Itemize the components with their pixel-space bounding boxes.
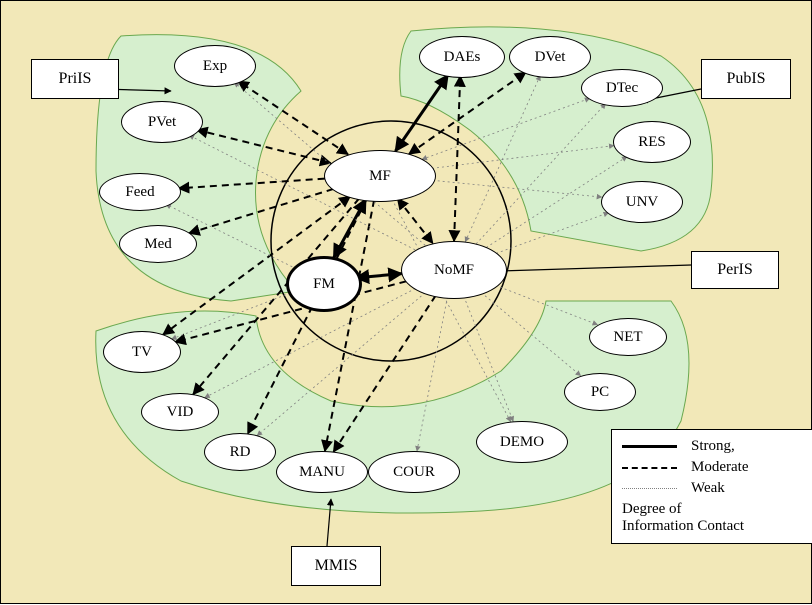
edge-MF-MANU: [325, 200, 374, 451]
node-label-RD: RD: [230, 444, 251, 461]
node-TV: TV: [103, 331, 181, 373]
node-label-MANU: MANU: [299, 464, 345, 481]
node-FM: FM: [286, 256, 362, 312]
edge-MF-DVet: [409, 72, 526, 154]
node-label-DVet: DVet: [535, 49, 566, 66]
edge-FM-NoMF: [356, 274, 402, 278]
node-label-MF: MF: [369, 168, 391, 185]
edge-FM-MF: [334, 199, 366, 257]
node-label-UNV: UNV: [626, 194, 659, 211]
node-UNV: UNV: [601, 181, 683, 223]
node-PVet: PVet: [121, 101, 203, 143]
legend-row-strong: Strong,: [622, 438, 810, 455]
node-DTec: DTec: [581, 69, 663, 107]
legend-caption-2: Information Contact: [622, 518, 810, 535]
edge-NoMF-DVet: [465, 76, 540, 242]
node-VID: VID: [141, 393, 219, 431]
legend-caption-1: Degree of: [622, 501, 810, 518]
edge-MF-NoMF: [398, 199, 433, 244]
edge-MF-RD: [248, 199, 367, 433]
node-Exp: Exp: [174, 45, 256, 87]
node-label-DEMO: DEMO: [500, 434, 544, 451]
node-Med: Med: [119, 225, 197, 263]
node-label-PC: PC: [591, 384, 609, 401]
node-label-Med: Med: [144, 236, 172, 253]
edge-NoMF-PC: [481, 293, 580, 376]
node-label-NoMF: NoMF: [434, 262, 474, 279]
node-label-NET: NET: [613, 329, 642, 346]
legend-line-moderate: [622, 467, 677, 469]
edge-MF-DTec: [422, 98, 590, 159]
edge-NoMF-DAEs: [454, 76, 460, 241]
diagram-stage: MF FM NoMF Exp PVet Feed Med DAEs DVet DTec RES UNV…: [0, 0, 812, 604]
legend-line-weak: [622, 488, 677, 489]
node-RD: RD: [204, 433, 276, 471]
edge-MF-PVet: [197, 130, 331, 163]
pointer-MMIS: [327, 499, 331, 546]
edge-FM-TV: [172, 293, 291, 339]
edge-NoMF-DTec: [476, 104, 606, 244]
node-label-DAEs: DAEs: [444, 49, 481, 66]
edge-MF-DAEs: [395, 75, 447, 151]
node-label-TV: TV: [132, 344, 152, 361]
node-label-VID: VID: [167, 404, 194, 421]
label-PubIS: PubIS: [701, 59, 791, 99]
edge-NoMF-UNV: [496, 213, 608, 254]
node-label-Feed: Feed: [125, 184, 154, 201]
edge-NoMF-COUR: [417, 297, 448, 451]
edge-MF-Exp: [238, 81, 348, 154]
edge-MF-UNV: [433, 180, 602, 197]
label-PriIS: PriIS: [31, 59, 119, 99]
node-MANU: MANU: [276, 451, 368, 493]
edge-MF-Feed: [179, 179, 325, 189]
node-label-Exp: Exp: [203, 58, 227, 75]
edge-NoMF-NET: [495, 285, 597, 324]
node-COUR: COUR: [368, 451, 460, 493]
edge-MF-DEMO: [392, 199, 511, 421]
node-label-PVet: PVet: [148, 114, 176, 131]
node-label-COUR: COUR: [393, 464, 435, 481]
node-label-DTec: DTec: [606, 80, 638, 97]
legend-row-moderate: Moderate: [622, 459, 810, 476]
legend-label-strong: Strong,: [691, 438, 735, 455]
node-DEMO: DEMO: [476, 421, 568, 463]
node-NoMF: NoMF: [401, 241, 507, 299]
node-MF: MF: [324, 150, 436, 202]
legend-box: Strong, Moderate Weak Degree of Informatio…: [611, 429, 812, 544]
legend-line-strong: [622, 445, 677, 448]
legend-label-weak: Weak: [691, 480, 725, 497]
node-DAEs: DAEs: [419, 36, 505, 78]
node-PC: PC: [564, 373, 636, 411]
edge-NoMF-MANU: [334, 295, 436, 451]
edge-NoMF-RD: [257, 293, 425, 436]
node-label-FM: FM: [313, 276, 335, 293]
node-RES: RES: [613, 121, 691, 163]
node-label-RES: RES: [638, 134, 666, 151]
edge-MF-Med: [189, 189, 333, 233]
legend-label-moderate: Moderate: [691, 459, 748, 476]
pointer-PerIS: [499, 265, 691, 271]
legend-row-weak: Weak: [622, 480, 810, 497]
node-DVet: DVet: [509, 36, 591, 78]
edge-MF-RES: [432, 146, 614, 169]
label-MMIS: MMIS: [291, 546, 381, 586]
node-Feed: Feed: [99, 173, 181, 211]
edge-NoMF-DEMO: [464, 296, 513, 421]
label-PerIS: PerIS: [691, 251, 779, 289]
node-NET: NET: [589, 318, 667, 356]
